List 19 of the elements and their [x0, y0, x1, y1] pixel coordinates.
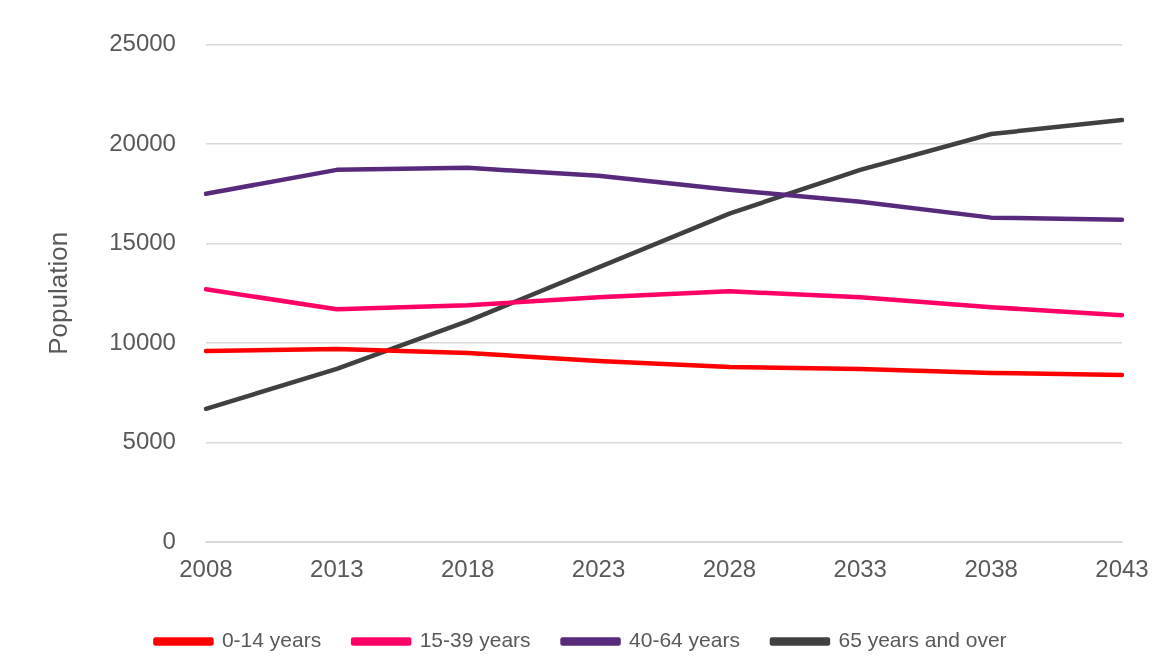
x-tick-label: 2038 [964, 555, 1018, 583]
x-tick-label: 2023 [571, 555, 626, 583]
x-tick-label: 2018 [440, 555, 495, 583]
legend-label: 15-39 years [419, 628, 531, 652]
y-tick-label: 10000 [109, 327, 176, 355]
x-tick-label: 2008 [179, 555, 233, 583]
legend-label: 40-64 years [629, 628, 740, 652]
x-tick-label: 2013 [310, 555, 364, 583]
y-tick-label: 20000 [109, 128, 176, 156]
legend-label: 0-14 years [221, 628, 322, 652]
y-tick-label: 0 [162, 526, 176, 554]
y-axis-title: Population [42, 231, 73, 355]
x-tick-label: 2028 [702, 555, 757, 583]
x-tick-label: 2043 [1095, 555, 1149, 583]
legend-label: 65 years and over [838, 628, 1007, 652]
y-tick-label: 25000 [109, 29, 176, 57]
x-tick-label: 2033 [833, 555, 887, 583]
y-tick-label: 5000 [122, 427, 176, 455]
y-tick-label: 15000 [109, 228, 176, 256]
